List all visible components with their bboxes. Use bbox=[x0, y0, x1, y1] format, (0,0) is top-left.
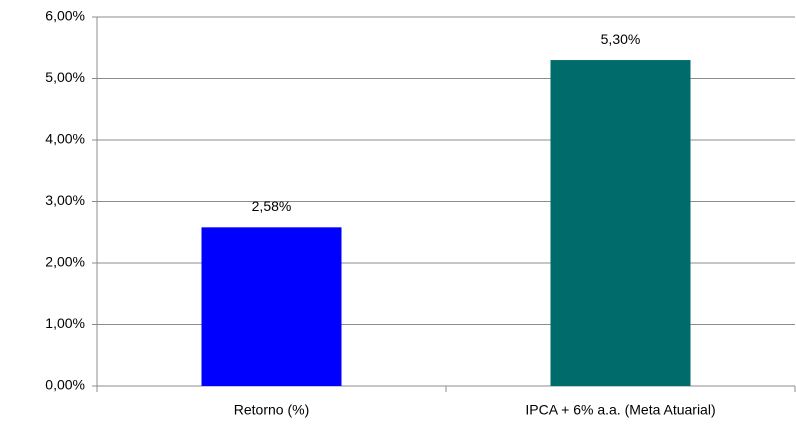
y-tick-label: 1,00% bbox=[45, 315, 85, 331]
x-tick-label: IPCA + 6% a.a. (Meta Atuarial) bbox=[525, 402, 715, 418]
value-label: 2,58% bbox=[252, 198, 292, 214]
y-tick-label: 3,00% bbox=[45, 192, 85, 208]
x-tick-label: Retorno (%) bbox=[234, 402, 309, 418]
y-tick-label: 5,00% bbox=[45, 69, 85, 85]
bar bbox=[550, 60, 691, 387]
bar bbox=[201, 227, 342, 386]
y-tick-label: 0,00% bbox=[45, 377, 85, 393]
value-label: 5,30% bbox=[601, 31, 641, 47]
y-tick-label: 4,00% bbox=[45, 131, 85, 147]
y-tick-label: 2,00% bbox=[45, 254, 85, 270]
y-tick-label: 6,00% bbox=[45, 8, 85, 24]
